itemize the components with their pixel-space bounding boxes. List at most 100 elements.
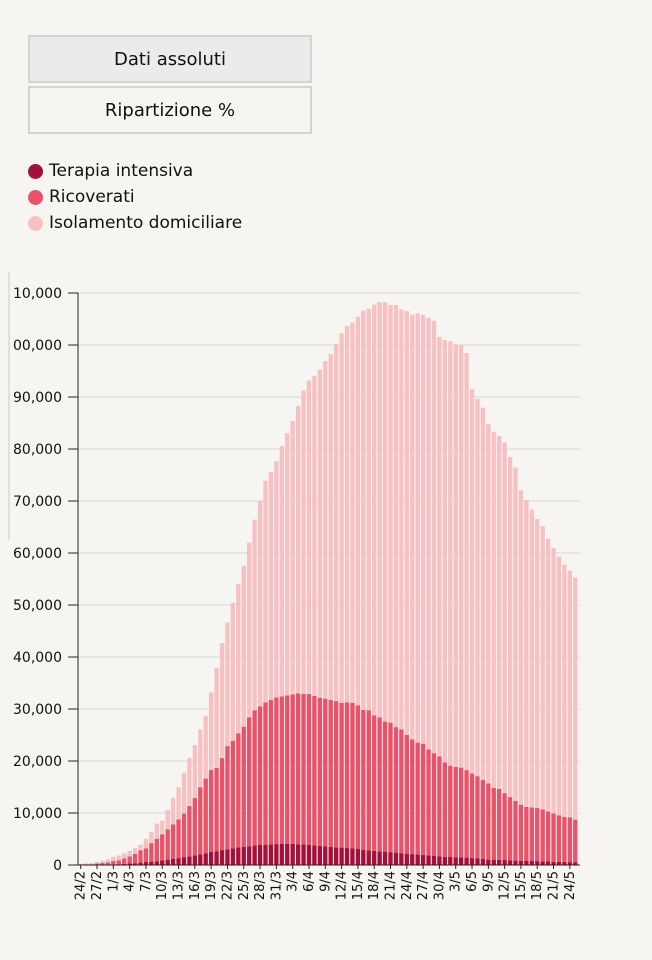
bar-segment	[236, 733, 241, 848]
bar-segment	[502, 793, 507, 861]
bar-segment	[312, 695, 317, 846]
bar-segment	[355, 316, 361, 706]
bar-segment	[556, 556, 562, 816]
bar-segment	[393, 852, 399, 865]
bar-segment	[361, 849, 366, 865]
x-tick-label: 24/4	[400, 871, 415, 900]
bar-segment	[475, 776, 480, 859]
bar-segment	[317, 845, 323, 865]
legend-swatch	[28, 189, 43, 205]
bar-segment	[431, 320, 437, 754]
bar-segment	[301, 693, 306, 845]
bar-segment	[225, 746, 230, 850]
bar-segment	[247, 717, 252, 847]
legend-label: Ricoverati	[49, 187, 135, 207]
bar-segment	[545, 811, 551, 862]
legend-swatch	[28, 215, 43, 231]
bar-segment	[192, 855, 198, 865]
bar-segment	[491, 859, 496, 865]
bar-segment	[415, 313, 420, 743]
bar-segment	[551, 861, 556, 865]
bar-segment	[187, 856, 192, 865]
bar-segment	[312, 375, 317, 696]
bar-segment	[372, 715, 377, 851]
bar-segment	[116, 855, 121, 861]
bar-segment	[127, 850, 132, 857]
bar-segment	[480, 780, 486, 859]
bar-segment	[241, 726, 246, 847]
bar-segment	[295, 693, 301, 845]
bar-segment	[431, 855, 437, 865]
bar-segment	[176, 819, 181, 859]
bar-segment	[350, 702, 355, 849]
bar-segment	[491, 431, 496, 788]
bar-segment	[350, 322, 355, 703]
bar-segment	[355, 705, 361, 849]
bar-segment	[274, 697, 279, 845]
bar-segment	[437, 756, 442, 857]
bar-segment	[475, 858, 480, 865]
bar-segment	[132, 863, 138, 865]
bar-segment	[502, 860, 507, 865]
bar-segment	[567, 862, 573, 865]
bar-segment	[181, 813, 187, 858]
bar-segment	[486, 783, 491, 860]
bar-segment	[149, 843, 154, 862]
bar-segment	[573, 577, 578, 820]
bar-segment	[475, 398, 480, 777]
bar-segment	[187, 806, 192, 857]
bar-segment	[404, 734, 409, 854]
bar-segment	[486, 859, 491, 865]
bar-segment	[464, 352, 469, 771]
button[interactable]: Ripartizione %	[28, 86, 312, 134]
bar-segment	[535, 518, 540, 809]
x-tick-label: 22/3	[220, 871, 235, 900]
legend-item: Isolamento domiciliare	[28, 210, 242, 236]
bar-segment	[518, 860, 524, 865]
bar-segment	[502, 442, 507, 794]
bar-segment	[214, 851, 219, 865]
bar-segment	[230, 602, 236, 741]
bar-segment	[323, 846, 328, 865]
x-tick-label: 9/5	[481, 871, 496, 892]
bar-segment	[203, 715, 208, 779]
bar-segment	[306, 380, 312, 695]
bar-segment	[415, 854, 420, 865]
button[interactable]: Dati assoluti	[28, 35, 312, 83]
x-tick-label: 21/5	[547, 871, 562, 900]
bar-segment	[263, 844, 268, 865]
bar-segment	[89, 864, 94, 865]
bar-segment	[350, 848, 355, 865]
x-tick-label: 10/3	[155, 871, 170, 900]
bar-segment	[165, 829, 170, 860]
bar-segment	[214, 668, 219, 768]
bar-segment	[268, 844, 274, 865]
bar-segment	[344, 702, 350, 849]
bar-segment	[426, 317, 431, 750]
bar-segment	[361, 709, 366, 850]
bar-segment	[497, 859, 502, 865]
bar-segment	[388, 852, 393, 865]
bar-segment	[377, 717, 382, 852]
legend: Terapia intensiva Ricoverati Isolamento do…	[28, 158, 242, 236]
bar-segment	[274, 461, 279, 698]
bar-segment	[507, 457, 513, 798]
bar-segment	[160, 834, 165, 861]
bar-segment	[524, 806, 529, 861]
bar-segment	[442, 856, 448, 865]
bar-segment	[317, 369, 323, 698]
bar-segment	[556, 861, 562, 865]
legend-swatch	[28, 163, 43, 179]
bar-segment	[257, 844, 263, 865]
bar-segment	[225, 849, 230, 865]
bar-segment	[252, 710, 257, 846]
bar-segment	[458, 345, 464, 768]
bar-segment	[426, 855, 431, 865]
legend-label: Terapia intensiva	[49, 161, 194, 181]
bar-segment	[524, 860, 529, 865]
bar-segment	[328, 353, 333, 700]
bar-segment	[100, 862, 105, 865]
bar-segment	[241, 565, 246, 727]
bar-segment	[404, 853, 409, 865]
bar-segment	[355, 848, 361, 865]
